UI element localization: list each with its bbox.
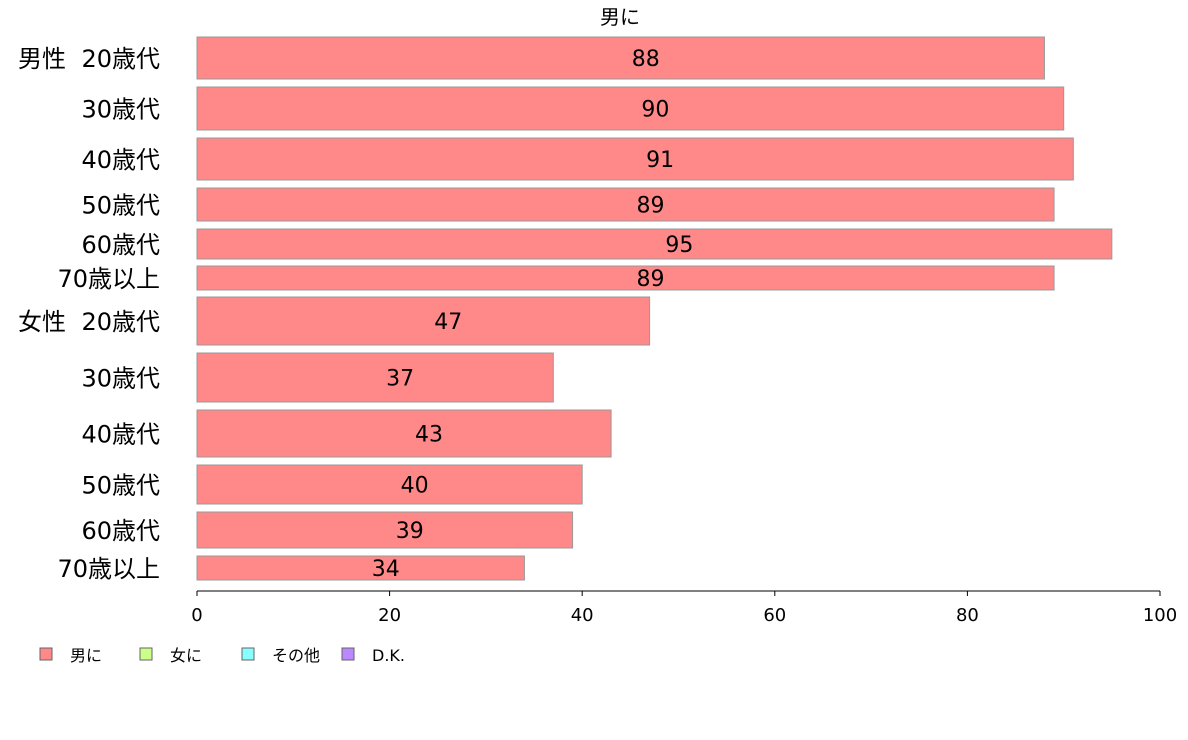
category-label: 50歳代 (81, 192, 160, 220)
category-label: 20歳代 (81, 308, 160, 336)
legend-swatch (39, 647, 53, 661)
group-label: 女性 (18, 308, 66, 336)
category-label: 20歳代 (81, 45, 160, 73)
category-label: 60歳代 (81, 231, 160, 259)
category-label: 50歳代 (81, 472, 160, 500)
data-label: 95 (665, 233, 693, 258)
legend-swatch (341, 647, 355, 661)
data-label: 40 (401, 474, 429, 499)
x-tick-label: 60 (763, 605, 786, 626)
x-axis: 0 20 40 60 80 100 (191, 590, 1177, 626)
data-label: 91 (646, 148, 674, 173)
legend-label: 男に (70, 646, 102, 665)
legend: 男に 女に その他 D.K. (39, 646, 405, 665)
data-label: 34 (372, 557, 400, 582)
data-label: 37 (386, 367, 414, 392)
legend-swatch (241, 647, 255, 661)
data-label: 88 (632, 47, 660, 72)
bar (196, 352, 554, 403)
bar (196, 511, 574, 549)
data-label: 89 (637, 267, 665, 292)
bar (196, 228, 1113, 260)
bar (196, 36, 1045, 80)
data-label: 43 (415, 423, 443, 448)
category-label: 70歳以上 (57, 265, 160, 293)
bar (196, 409, 612, 458)
bar (196, 187, 1055, 222)
category-label: 40歳代 (81, 421, 160, 449)
category-label: 30歳代 (81, 365, 160, 393)
x-tick-label: 0 (191, 605, 202, 626)
category-label: 60歳代 (81, 517, 160, 545)
bar (196, 86, 1065, 131)
category-labels: 20歳代男性30歳代40歳代50歳代60歳代70歳以上20歳代女性30歳代40歳… (18, 45, 160, 583)
legend-label: 女に (170, 646, 202, 665)
data-label: 39 (396, 519, 424, 544)
category-label: 40歳代 (81, 146, 160, 174)
category-label: 30歳代 (81, 96, 160, 124)
legend-label: D.K. (372, 646, 405, 665)
data-label: 47 (434, 310, 462, 335)
x-tick-label: 20 (378, 605, 401, 626)
bar (196, 137, 1074, 181)
legend-label: その他 (272, 646, 320, 665)
bar (196, 296, 651, 346)
data-label: 90 (641, 98, 669, 123)
bar (196, 464, 583, 505)
data-label: 89 (637, 194, 665, 219)
chart-title: 男に (600, 5, 640, 29)
bar (196, 555, 525, 581)
group-label: 男性 (18, 45, 66, 73)
legend-swatch (139, 647, 153, 661)
bar (196, 265, 1055, 291)
category-label: 70歳以上 (57, 555, 160, 583)
x-tick-label: 100 (1143, 605, 1177, 626)
x-tick-label: 40 (571, 605, 594, 626)
x-tick-label: 80 (956, 605, 979, 626)
